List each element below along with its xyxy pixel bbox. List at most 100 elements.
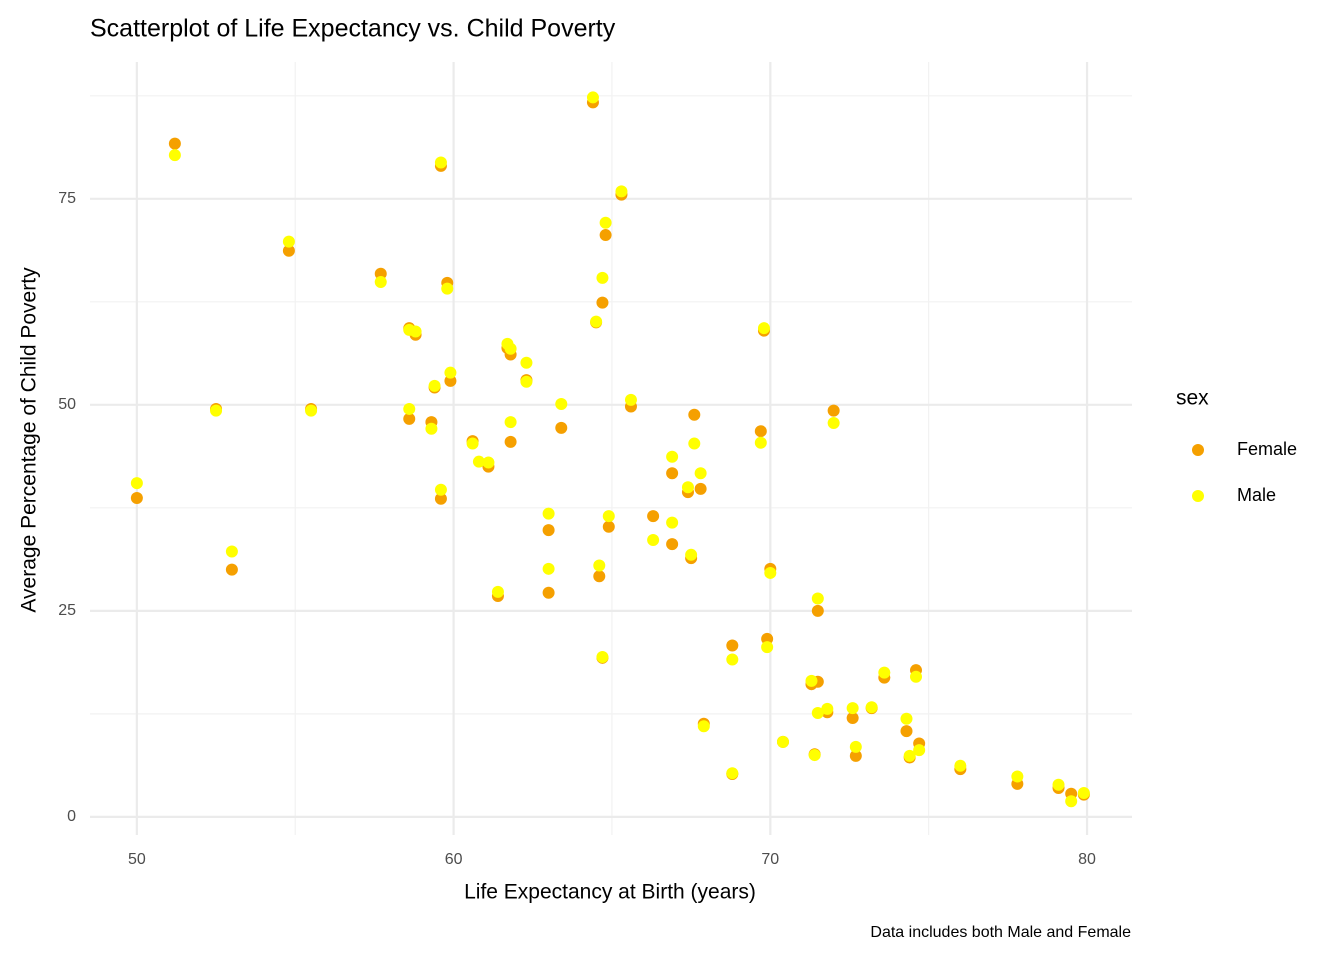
legend-swatch <box>1192 444 1204 456</box>
point <box>599 229 612 242</box>
point <box>811 604 824 617</box>
point <box>555 397 568 410</box>
point <box>878 666 891 679</box>
point <box>821 702 834 715</box>
point <box>593 570 606 583</box>
point <box>210 404 223 417</box>
point <box>754 425 767 438</box>
point <box>542 507 555 520</box>
point <box>666 538 679 551</box>
point <box>491 585 504 598</box>
point <box>282 235 295 248</box>
point <box>666 467 679 480</box>
point <box>694 482 707 495</box>
point <box>913 744 926 757</box>
point <box>1077 786 1090 799</box>
y-tick-label: 75 <box>58 190 76 207</box>
point <box>805 674 818 687</box>
point <box>555 421 568 434</box>
point <box>520 375 533 388</box>
point <box>666 450 679 463</box>
legend-label: Female <box>1237 439 1297 459</box>
point <box>764 566 777 579</box>
point <box>168 149 181 162</box>
point <box>754 436 767 449</box>
point <box>305 404 318 417</box>
point <box>811 592 824 605</box>
x-tick-label: 60 <box>445 851 463 868</box>
point <box>849 740 862 753</box>
point <box>428 379 441 392</box>
point <box>757 322 770 335</box>
point <box>697 720 710 733</box>
point <box>954 759 967 772</box>
point <box>225 545 238 558</box>
point <box>909 670 922 683</box>
point <box>688 437 701 450</box>
point <box>694 467 707 480</box>
legend-label: Male <box>1237 485 1276 505</box>
point <box>846 702 859 715</box>
point <box>808 749 821 762</box>
point <box>846 711 859 724</box>
point <box>596 650 609 663</box>
point <box>374 267 387 280</box>
y-axis-label: Average Percentage of Child Poverty <box>18 267 41 613</box>
caption: Data includes both Male and Female <box>870 924 1131 941</box>
point <box>409 325 422 338</box>
point <box>472 455 485 468</box>
point <box>444 366 457 379</box>
y-tick-label: 0 <box>67 808 76 825</box>
point <box>482 456 495 469</box>
x-tick-label: 70 <box>761 851 779 868</box>
point <box>624 393 637 406</box>
point <box>504 342 517 355</box>
point <box>681 481 694 494</box>
point <box>776 735 789 748</box>
point <box>130 491 143 504</box>
point <box>586 91 599 104</box>
point <box>425 422 438 435</box>
point <box>403 402 416 415</box>
point <box>441 282 454 295</box>
point <box>593 559 606 572</box>
point <box>900 725 913 738</box>
point <box>849 749 862 762</box>
point <box>374 276 387 289</box>
point <box>130 477 143 490</box>
point <box>666 516 679 529</box>
point <box>827 404 840 417</box>
point <box>1011 770 1024 783</box>
point <box>726 653 739 666</box>
point <box>596 271 609 284</box>
x-tick-label: 50 <box>128 851 146 868</box>
point <box>615 185 628 198</box>
point <box>504 416 517 429</box>
point <box>168 137 181 150</box>
point <box>827 416 840 429</box>
point <box>688 408 701 421</box>
point <box>761 632 774 645</box>
point <box>900 712 913 725</box>
point <box>596 296 609 309</box>
point <box>726 639 739 652</box>
point <box>444 374 457 387</box>
x-tick-label: 80 <box>1078 851 1096 868</box>
point <box>761 641 774 654</box>
point <box>504 435 517 448</box>
point <box>542 524 555 537</box>
y-tick-label: 50 <box>58 396 76 413</box>
point <box>647 510 660 523</box>
point <box>225 563 238 576</box>
point <box>811 707 824 720</box>
y-tick-label: 25 <box>58 602 76 619</box>
point <box>602 510 615 523</box>
chart-title: Scatterplot of Life Expectancy vs. Child… <box>90 15 616 43</box>
point <box>542 562 555 575</box>
point <box>602 520 615 533</box>
legend-title: sex <box>1176 387 1209 410</box>
point <box>434 492 447 505</box>
point <box>434 483 447 496</box>
point <box>282 244 295 257</box>
